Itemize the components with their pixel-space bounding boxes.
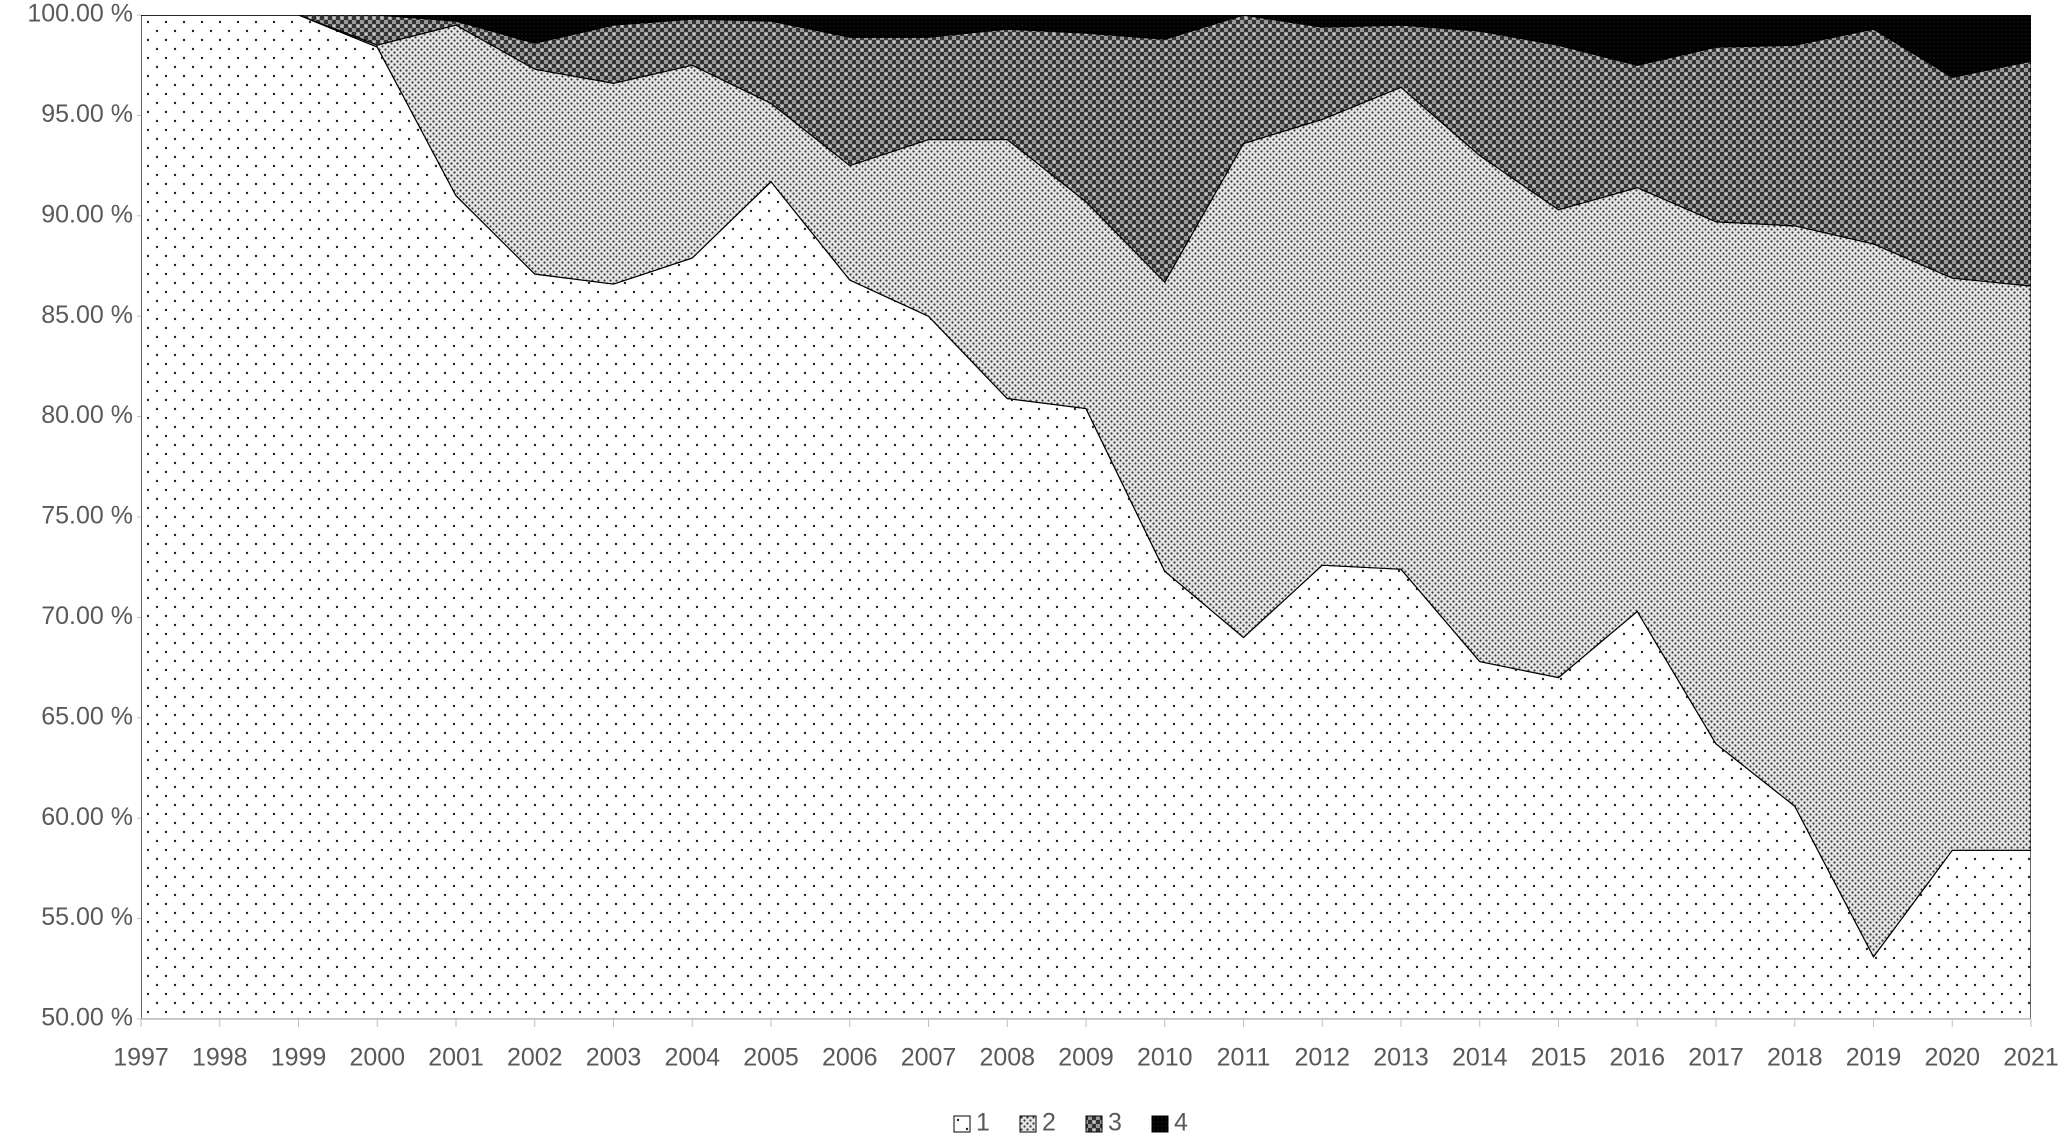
legend-swatch xyxy=(1151,1115,1169,1133)
x-tick-label: 2007 xyxy=(901,1044,957,1072)
y-tick-label: 50.00 % xyxy=(41,1004,133,1032)
x-tick-label: 2010 xyxy=(1137,1044,1193,1072)
x-tick-label: 2017 xyxy=(1688,1044,1744,1072)
x-tick-label: 2019 xyxy=(1846,1044,1902,1072)
legend-label: 4 xyxy=(1174,1109,1188,1137)
legend-label: 1 xyxy=(976,1109,990,1137)
legend-label: 2 xyxy=(1042,1109,1056,1137)
x-tick-label: 2020 xyxy=(1924,1044,1980,1072)
y-tick-label: 55.00 % xyxy=(41,903,133,931)
x-tick-label: 1999 xyxy=(271,1044,327,1072)
y-tick-label: 65.00 % xyxy=(41,702,133,730)
x-tick-label: 2002 xyxy=(507,1044,563,1072)
x-tick-label: 2004 xyxy=(664,1044,720,1072)
y-tick-label: 100.00 % xyxy=(27,0,133,28)
x-tick-label: 2016 xyxy=(1609,1044,1665,1072)
x-tick-label: 2008 xyxy=(979,1044,1035,1072)
y-tick-label: 75.00 % xyxy=(41,502,133,530)
x-tick-label: 1998 xyxy=(192,1044,248,1072)
x-tick-label: 2012 xyxy=(1294,1044,1350,1072)
x-tick-label: 2003 xyxy=(586,1044,642,1072)
x-tick-label: 2014 xyxy=(1452,1044,1508,1072)
x-tick-label: 2018 xyxy=(1767,1044,1823,1072)
legend-label: 3 xyxy=(1108,1109,1122,1137)
y-tick-label: 95.00 % xyxy=(41,100,133,128)
y-tick-label: 90.00 % xyxy=(41,200,133,228)
y-tick-label: 80.00 % xyxy=(41,401,133,429)
legend-swatch xyxy=(1085,1115,1103,1133)
x-tick-label: 2000 xyxy=(349,1044,405,1072)
x-tick-label: 2006 xyxy=(822,1044,878,1072)
legend-swatch xyxy=(953,1115,971,1133)
y-tick-label: 85.00 % xyxy=(41,301,133,329)
x-tick-label: 2015 xyxy=(1531,1044,1587,1072)
x-tick-label: 2001 xyxy=(428,1044,484,1072)
x-tick-label: 2021 xyxy=(2003,1044,2059,1072)
x-tick-label: 2009 xyxy=(1058,1044,1114,1072)
y-tick-label: 70.00 % xyxy=(41,602,133,630)
y-tick-label: 60.00 % xyxy=(41,803,133,831)
area xyxy=(141,15,2031,78)
x-tick-label: 1997 xyxy=(113,1044,169,1072)
x-tick-label: 2011 xyxy=(1217,1044,1271,1072)
x-tick-label: 2005 xyxy=(743,1044,799,1072)
legend-swatch xyxy=(1019,1115,1037,1133)
x-tick-label: 2013 xyxy=(1373,1044,1429,1072)
